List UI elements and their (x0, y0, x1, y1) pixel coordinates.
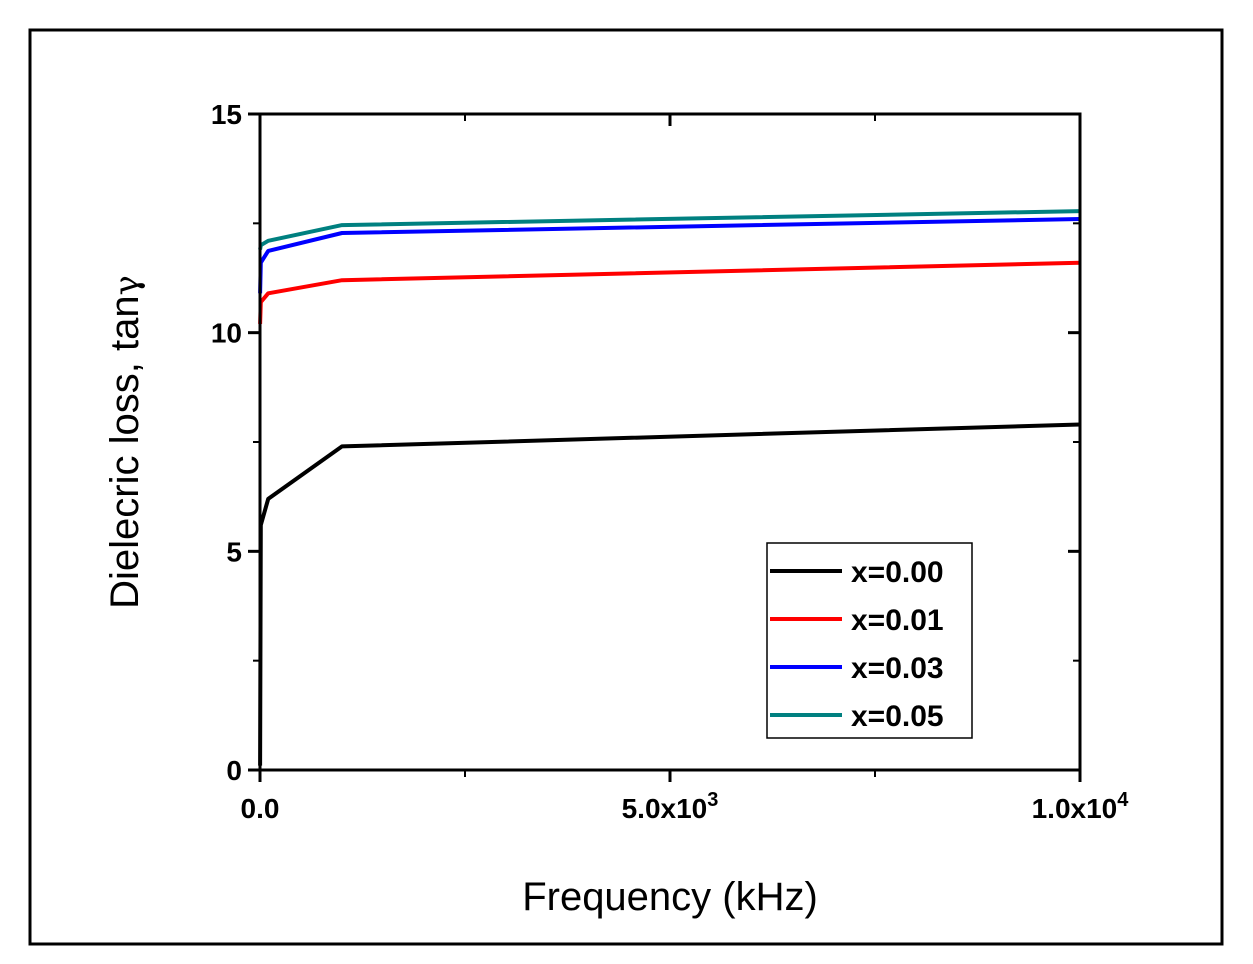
legend-label: x=0.00 (851, 556, 944, 589)
y-axis-label: Dielecric loss, tanγ (103, 275, 147, 609)
x-axis-label: Frequency (kHz) (522, 875, 818, 919)
legend: x=0.00 x=0.01 x=0.03 x=0.05 (766, 542, 973, 739)
y-axis-label-symbol: γ (107, 275, 147, 295)
legend-label: x=0.05 (851, 700, 944, 733)
y-tick-label: 5 (226, 536, 242, 567)
x-tick-label: 0.0 (241, 793, 280, 824)
x-tick-label: 5.0x103 (622, 789, 719, 824)
y-tick-label: 10 (211, 318, 242, 349)
figure-frame (28, 28, 1224, 946)
y-tick-label: 15 (211, 99, 242, 130)
legend-box (766, 542, 973, 739)
legend-label: x=0.03 (851, 652, 944, 685)
x-tick-label: 1.0x104 (1032, 789, 1130, 824)
legend-label: x=0.01 (851, 604, 944, 637)
y-tick-label: 0 (226, 755, 242, 786)
